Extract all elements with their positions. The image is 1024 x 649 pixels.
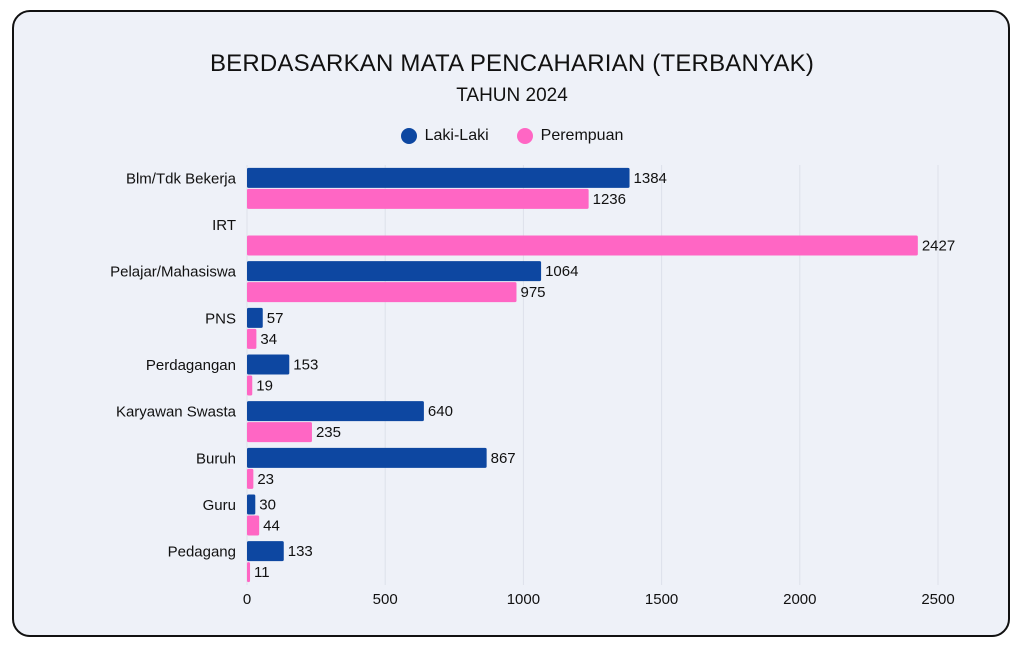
x-tick-label: 1500 [645, 591, 678, 608]
bar-perempuan [247, 235, 918, 256]
x-tick-label: 2500 [921, 591, 954, 608]
category-label: Perdagangan [146, 357, 236, 374]
bar-perempuan [247, 375, 253, 396]
legend-item-perempuan: Perempuan [516, 127, 624, 145]
bar-laki-laki [247, 541, 284, 562]
category-label: Pelajar/Mahasiswa [110, 264, 237, 281]
bar-perempuan [247, 468, 254, 489]
bar-perempuan [247, 282, 517, 303]
data-label: 867 [491, 450, 516, 467]
legend-item-laki-laki: Laki-Laki [400, 127, 489, 145]
x-tick-label: 1000 [507, 591, 540, 608]
legend-label-laki-laki: Laki-Laki [424, 127, 489, 144]
data-label: 19 [256, 378, 273, 395]
data-label: 1236 [593, 191, 626, 208]
bar-perempuan [247, 562, 251, 583]
data-label: 57 [267, 310, 284, 327]
bar-perempuan [247, 328, 257, 349]
x-tick-label: 2000 [783, 591, 816, 608]
category-label: Blm/Tdk Bekerja [126, 170, 237, 187]
category-label: Karyawan Swasta [116, 404, 237, 421]
bar-laki-laki [247, 354, 290, 375]
data-label: 1384 [634, 170, 667, 187]
category-label: Buruh [196, 450, 236, 467]
category-label: IRT [212, 217, 236, 234]
data-label: 11 [254, 564, 270, 581]
data-label: 235 [316, 424, 341, 441]
bar-perempuan [247, 188, 589, 209]
bar-perempuan [247, 422, 312, 443]
data-label: 133 [288, 543, 313, 560]
data-label: 23 [257, 471, 274, 488]
data-label: 640 [428, 403, 453, 420]
chart-subtitle: TAHUN 2024 [456, 85, 568, 106]
bar-laki-laki [247, 307, 263, 328]
data-label: 44 [263, 518, 280, 535]
bar-laki-laki [247, 494, 256, 515]
chart-card [12, 10, 1010, 637]
bar-laki-laki [247, 447, 487, 468]
bar-laki-laki [247, 167, 630, 188]
x-tick-label: 500 [373, 591, 398, 608]
chart-title: BERDASARKAN MATA PENCAHARIAN (TERBANYAK) [209, 50, 815, 77]
category-label: Guru [203, 497, 236, 514]
category-label: PNS [205, 310, 236, 327]
bar-perempuan [247, 515, 260, 536]
data-label: 153 [293, 357, 318, 374]
legend-swatch-perempuan [516, 128, 533, 144]
bar-laki-laki [247, 401, 424, 422]
data-label: 34 [260, 331, 277, 348]
chart-legend: Laki-Laki Perempuan [0, 127, 1024, 145]
data-label: 975 [520, 284, 545, 301]
x-tick-label: 0 [243, 591, 251, 608]
legend-swatch-laki-laki [400, 128, 417, 144]
legend-label-perempuan: Perempuan [540, 127, 624, 144]
category-label: Pedagang [168, 544, 236, 561]
data-label: 30 [259, 497, 276, 514]
data-label: 2427 [922, 238, 955, 255]
data-label: 1064 [545, 263, 578, 280]
bar-laki-laki [247, 261, 542, 282]
